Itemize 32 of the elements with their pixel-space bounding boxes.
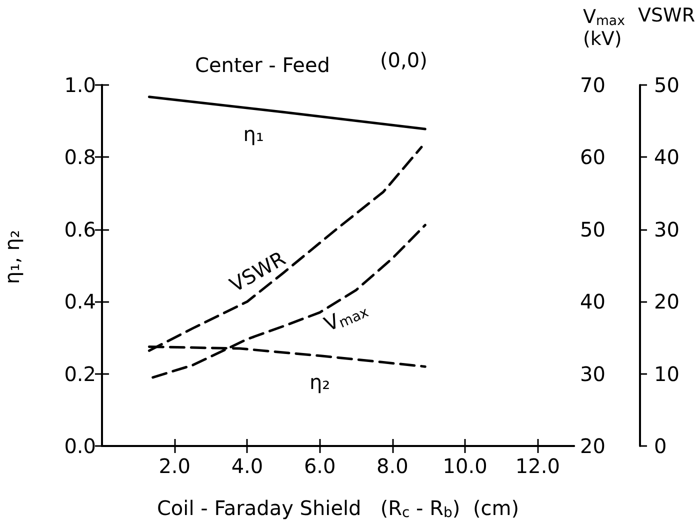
y2-tick-label: 30 bbox=[580, 362, 606, 386]
x-tick-label: 2.0 bbox=[158, 454, 191, 478]
series-label: η₁ bbox=[243, 122, 264, 146]
x-tick-label: 8.0 bbox=[376, 454, 408, 478]
text: (0,0) bbox=[380, 48, 428, 72]
x-tick-label: 4.0 bbox=[231, 454, 264, 478]
x-tick-label: 12.0 bbox=[515, 454, 560, 478]
line-series bbox=[152, 224, 426, 379]
y-tick-label: 1.0 bbox=[64, 73, 96, 97]
y3-tick-label: 0 bbox=[654, 434, 667, 458]
series-label: η₂ bbox=[309, 370, 330, 394]
y2-tick-label: 40 bbox=[580, 290, 606, 314]
y-tick-label: 0.4 bbox=[64, 290, 96, 314]
y-tick-label: 0.8 bbox=[64, 145, 96, 170]
y2-tick-label: 20 bbox=[580, 434, 606, 458]
y-axis-title: η₁, η₂ bbox=[0, 230, 24, 284]
y2-tick-label: 60 bbox=[580, 145, 606, 170]
x-tick-label: 10.0 bbox=[442, 454, 488, 478]
y3-tick-label: 10 bbox=[654, 362, 680, 386]
y2-tick-label: 70 bbox=[580, 73, 606, 97]
y3-tick-label: 50 bbox=[654, 73, 680, 97]
x-tick-label: 6.0 bbox=[304, 454, 336, 478]
text: Vmax bbox=[320, 304, 372, 336]
y3-tick-label: 40 bbox=[654, 145, 680, 170]
y-tick-label: 0.6 bbox=[64, 217, 96, 242]
y3-tick-label: 20 bbox=[654, 290, 680, 314]
y3-axis-title: VSWR bbox=[638, 4, 696, 26]
y-tick-label: 0.2 bbox=[64, 362, 96, 386]
chart-title: Center - Feed bbox=[195, 53, 330, 77]
y3-tick-label: 30 bbox=[654, 217, 680, 242]
y-tick-label: 0.0 bbox=[64, 434, 96, 458]
y2-tick-label: 50 bbox=[580, 217, 606, 242]
